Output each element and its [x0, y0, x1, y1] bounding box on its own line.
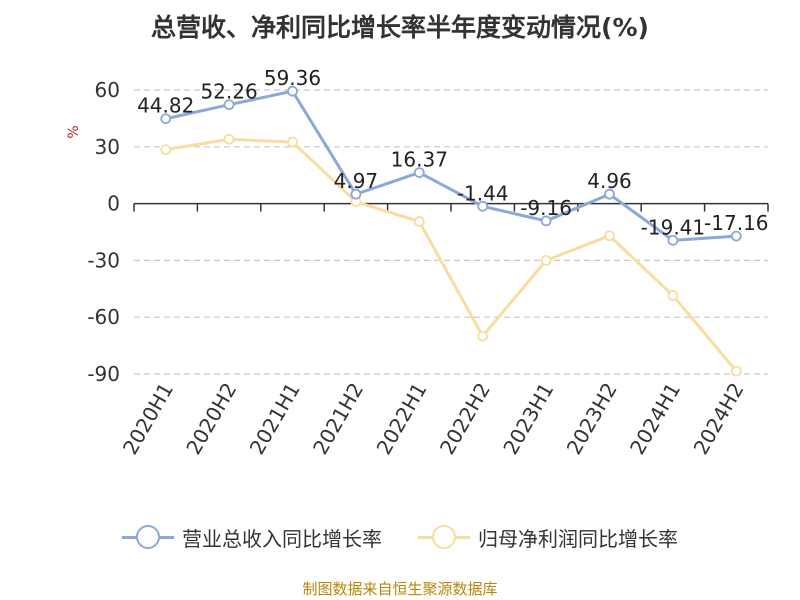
- data-label: 16.37: [391, 148, 448, 172]
- data-label: -1.44: [457, 181, 509, 205]
- x-tick-label: 2022H1: [372, 379, 432, 459]
- legend-swatch-revenue: [122, 524, 174, 550]
- x-tick-label: 2023H2: [562, 379, 622, 459]
- series-line: [165, 137, 738, 373]
- data-point: [730, 230, 742, 242]
- data-point: [350, 188, 362, 200]
- x-tick-label: 2021H2: [308, 379, 368, 459]
- y-tick-label: 0: [107, 192, 120, 216]
- legend-item-revenue[interactable]: 营业总收入同比增长率: [122, 523, 382, 552]
- series-line: [165, 89, 737, 242]
- x-tick-label: 2023H1: [498, 379, 558, 459]
- legend-label-revenue: 营业总收入同比增长率: [182, 526, 382, 551]
- data-label: 4.96: [587, 169, 632, 193]
- y-tick-label: 30: [95, 135, 120, 159]
- data-label: 4.97: [334, 169, 379, 193]
- source-note: 制图数据来自恒生聚源数据库: [302, 580, 498, 598]
- data-point: [667, 234, 679, 246]
- legend-swatch-net-profit: [418, 524, 470, 550]
- data-point: [604, 188, 615, 200]
- data-label: -9.16: [520, 196, 572, 220]
- data-point: [604, 230, 615, 242]
- x-tick-label: 2022H2: [435, 379, 495, 459]
- data-label: -17.16: [704, 211, 768, 235]
- data-point: [477, 200, 489, 212]
- data-point: [667, 290, 679, 301]
- data-label: 44.82: [137, 94, 194, 118]
- legend-item-net-profit[interactable]: 归母净利润同比增长率: [418, 523, 678, 552]
- data-label: -19.41: [641, 215, 705, 239]
- legend: 营业总收入同比增长率 归母净利润同比增长率: [0, 520, 800, 554]
- y-tick-label: -60: [87, 305, 120, 329]
- x-tick-label: 2024H1: [625, 379, 685, 459]
- y-axis-unit: %: [66, 125, 82, 138]
- data-point: [730, 365, 742, 377]
- y-tick-label: -90: [87, 362, 120, 386]
- data-point: [287, 85, 298, 97]
- data-point: [540, 254, 552, 266]
- x-tick-label: 2024H2: [689, 379, 749, 459]
- data-point: [413, 216, 425, 227]
- x-tick-label: 2021H1: [245, 379, 305, 459]
- y-tick-label: 60: [95, 78, 120, 102]
- x-tick-label: 2020H1: [118, 379, 178, 459]
- data-label: 59.36: [264, 66, 321, 90]
- data-point: [413, 167, 425, 179]
- data-point: [160, 113, 172, 125]
- data-point: [540, 215, 552, 227]
- data-point: [160, 144, 172, 156]
- data-point: [223, 133, 235, 145]
- legend-label-net-profit: 归母净利润同比增长率: [478, 526, 678, 551]
- x-tick-label: 2020H2: [181, 379, 241, 459]
- data-point: [477, 330, 489, 342]
- data-label: 52.26: [200, 80, 257, 104]
- y-tick-label: -30: [87, 248, 120, 272]
- data-point: [223, 99, 235, 111]
- chart-title: 总营收、净利同比增长率半年度变动情况(%): [151, 13, 649, 42]
- data-point: [287, 136, 298, 148]
